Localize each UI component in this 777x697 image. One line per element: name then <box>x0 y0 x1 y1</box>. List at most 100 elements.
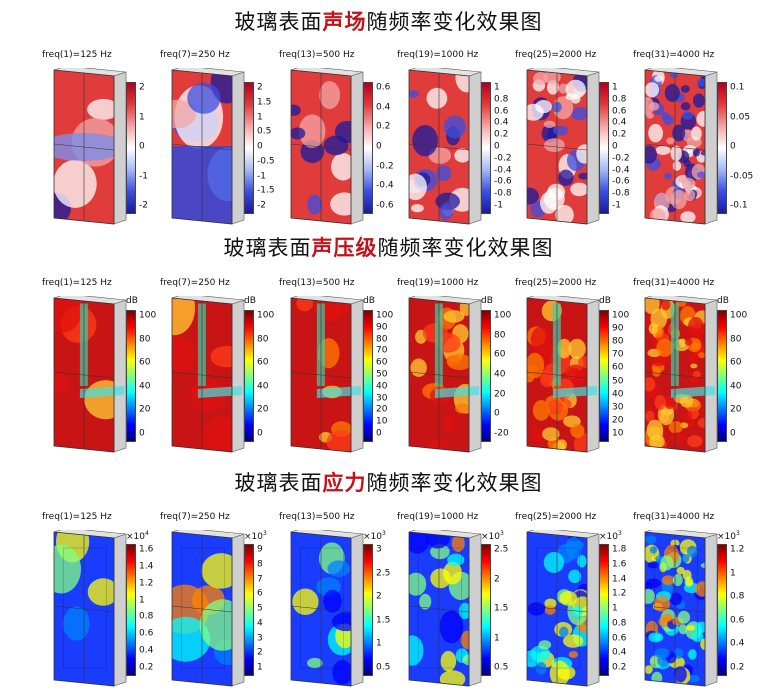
tick-label: 1 <box>257 112 263 122</box>
unit-text: ×10 <box>244 532 263 542</box>
unit-exponent: 4 <box>145 530 149 537</box>
tick-label: 40 <box>139 381 151 392</box>
unit-text: ×10 <box>717 532 736 542</box>
glass-plate-render <box>407 296 485 454</box>
title-suffix: 随频率变化效果图 <box>366 471 543 495</box>
title-prefix: 玻璃表面 <box>234 471 323 495</box>
title-highlight: 声场 <box>322 9 367 34</box>
frequency-label: freq(13)=500 Hz <box>279 50 355 60</box>
colorbar <box>126 310 136 442</box>
tick-label: 80 <box>139 334 151 345</box>
glass-plate-render <box>407 68 485 226</box>
tick-label: 0.05 <box>730 112 751 122</box>
tick-label: 1.5 <box>494 603 509 614</box>
frequency-label: freq(31)=4000 Hz <box>633 512 715 522</box>
unit-text: dB <box>363 296 375 306</box>
tick-label: 1.6 <box>612 559 627 570</box>
colorbar <box>126 82 136 214</box>
glass-plate-render <box>289 296 367 454</box>
tick-label: 0 <box>257 141 263 152</box>
tick-label: 2 <box>139 82 145 93</box>
tick-label: 1.2 <box>612 588 627 599</box>
tick-label: 60 <box>257 357 269 368</box>
tick-label: 0 <box>139 428 145 439</box>
frequency-label: freq(7)=250 Hz <box>160 278 230 288</box>
colorbar-unit: ×103 <box>244 530 267 542</box>
tick-label: 7 <box>257 574 263 584</box>
tick-label: 0.1 <box>730 82 745 93</box>
tick-label: 0.2 <box>376 121 391 132</box>
tick-label: 0 <box>612 141 618 152</box>
plot-panel: freq(31)=4000 Hz 0.1 0.05 0 -0.05 -0.1 <box>633 50 754 230</box>
tick-label: 1.5 <box>257 97 272 108</box>
tick-label: 70 <box>612 349 624 360</box>
unit-text: dB <box>599 296 611 306</box>
tick-label: 4 <box>257 618 263 629</box>
title-prefix: 玻璃表面 <box>234 10 323 34</box>
unit-exponent: 3 <box>382 530 386 537</box>
tick-label: 80 <box>376 334 388 345</box>
tick-label: 0.2 <box>494 129 509 140</box>
frequency-label: freq(19)=1000 Hz <box>397 512 479 522</box>
title-highlight: 声压级 <box>311 235 378 260</box>
tick-label: 100 <box>494 310 512 321</box>
colorbar <box>717 310 727 442</box>
tick-label: 60 <box>376 357 388 368</box>
tick-label: 0 <box>376 141 382 152</box>
tick-label: -1 <box>139 171 148 181</box>
tick-label: 0.4 <box>612 117 627 128</box>
tick-label: 0 <box>139 141 145 152</box>
unit-text: dB <box>717 296 729 306</box>
tick-label: 10 <box>612 428 624 439</box>
colorbar <box>481 82 491 214</box>
tick-label: 0.8 <box>139 611 154 622</box>
tick-label: 70 <box>376 345 388 356</box>
tick-label: 1.2 <box>139 578 154 589</box>
tick-label: -2 <box>139 200 148 211</box>
tick-label: 3 <box>257 633 263 643</box>
unit-exponent: 3 <box>618 530 622 537</box>
tick-label: 0.6 <box>730 615 745 626</box>
tick-label: 0.2 <box>730 662 745 673</box>
tick-label: -0.6 <box>494 176 512 187</box>
colorbar <box>599 310 609 442</box>
title-suffix: 随频率变化效果图 <box>366 10 543 34</box>
plot-panel: freq(19)=1000 Hz 1 0.8 0.6 0.4 0.2 0 -0.2 -0.4 -0… <box>397 50 515 230</box>
colorbar <box>126 544 136 676</box>
tick-label: 90 <box>612 323 624 334</box>
tick-label: 20 <box>612 415 624 426</box>
tick-label: 2 <box>376 591 382 602</box>
frequency-label: freq(19)=1000 Hz <box>397 50 479 60</box>
colorbar <box>599 82 609 214</box>
tick-label: 2.5 <box>376 568 391 579</box>
glass-plate-render <box>525 296 603 454</box>
frequency-label: freq(1)=125 Hz <box>42 50 112 60</box>
tick-label: 3 <box>376 544 382 555</box>
tick-label: 100 <box>257 310 275 321</box>
tick-label: 1 <box>612 603 618 614</box>
tick-label: 1 <box>139 112 145 122</box>
glass-plate-render <box>407 530 485 688</box>
colorbar-unit: dB <box>126 296 138 306</box>
colorbar-unit: dB <box>244 296 256 306</box>
tick-label: 0.6 <box>612 106 627 117</box>
tick-label: 0.4 <box>730 638 745 649</box>
unit-text: dB <box>244 296 256 306</box>
tick-label: -2 <box>257 200 266 211</box>
tick-label: 60 <box>612 362 624 373</box>
colorbar <box>599 544 609 676</box>
plot-panel: freq(1)=125 Hz ×104 1.6 1.4 1.2 1 0.8 0.6 0.4 0.2 <box>42 512 160 692</box>
tick-label: 0.6 <box>494 106 509 117</box>
tick-label: 40 <box>730 381 742 392</box>
tick-label: 0.2 <box>612 129 627 140</box>
colorbar-unit: dB <box>717 296 729 306</box>
tick-label: -1.5 <box>257 185 275 196</box>
tick-label: 2 <box>257 647 263 658</box>
tick-label: -0.05 <box>730 171 754 181</box>
tick-label: -0.8 <box>612 188 630 199</box>
unit-text: dB <box>126 296 138 306</box>
tick-label: 0.5 <box>257 126 272 137</box>
tick-label: -0.2 <box>376 161 394 172</box>
tick-label: 40 <box>257 381 269 392</box>
tick-label: 2.5 <box>494 544 509 555</box>
